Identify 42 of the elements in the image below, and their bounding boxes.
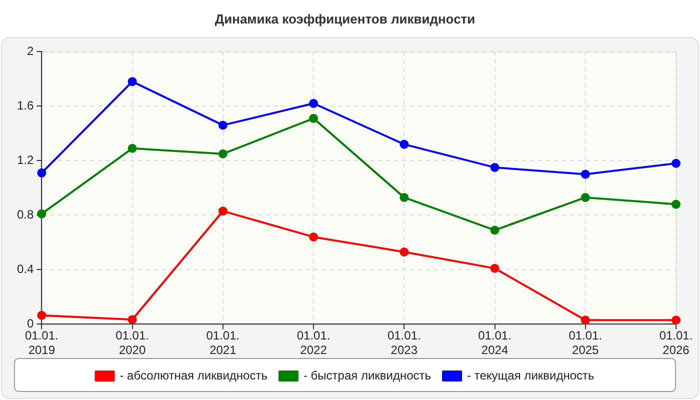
- point: [309, 98, 318, 108]
- y-tick-label: 0: [26, 316, 34, 331]
- legend-label: - текущая ликвидность: [467, 368, 594, 382]
- point: [309, 114, 318, 123]
- y-tick-label: 0.8: [16, 207, 34, 222]
- y-tick-label: 0.4: [16, 262, 34, 276]
- point: [37, 310, 46, 320]
- x-tick-label: 01.01. 2021: [206, 328, 240, 358]
- chart-title: Динамика коэффициентов ликвидности: [214, 11, 476, 26]
- point: [128, 77, 137, 86]
- point: [490, 226, 500, 235]
- point: [400, 192, 409, 202]
- point: [490, 264, 500, 273]
- x-tick-label: 01.01. 2019: [24, 328, 58, 358]
- point: [672, 200, 680, 209]
- point: [672, 316, 680, 324]
- point: [128, 144, 137, 153]
- x-tick-label: 01.01. 2026: [659, 328, 693, 358]
- x-tick-label: 01.01. 2022: [296, 328, 330, 358]
- y-tick-label: 2: [26, 44, 34, 58]
- point: [37, 168, 46, 178]
- point: [580, 316, 590, 324]
- legend-label: - абсолютная ликвидность: [120, 368, 268, 382]
- point: [490, 162, 500, 172]
- point: [128, 315, 137, 324]
- point: [218, 206, 228, 216]
- point: [309, 232, 318, 242]
- point: [580, 192, 590, 202]
- legend-label: - быстрая ликвидность: [303, 368, 432, 382]
- y-tick-label: 1.2: [16, 152, 34, 167]
- x-tick-label: 01.01. 2024: [478, 328, 512, 358]
- point: [400, 140, 409, 149]
- point: [37, 209, 46, 218]
- x-tick-label: 01.01. 2020: [116, 328, 149, 358]
- x-tick-label: 01.01. 2023: [387, 328, 421, 358]
- point: [218, 120, 228, 130]
- point: [218, 149, 228, 158]
- point: [672, 158, 680, 168]
- y-tick-label: 1.6: [16, 98, 34, 112]
- point: [580, 170, 590, 179]
- point: [400, 247, 409, 256]
- x-tick-label: 01.01. 2025: [568, 328, 602, 358]
